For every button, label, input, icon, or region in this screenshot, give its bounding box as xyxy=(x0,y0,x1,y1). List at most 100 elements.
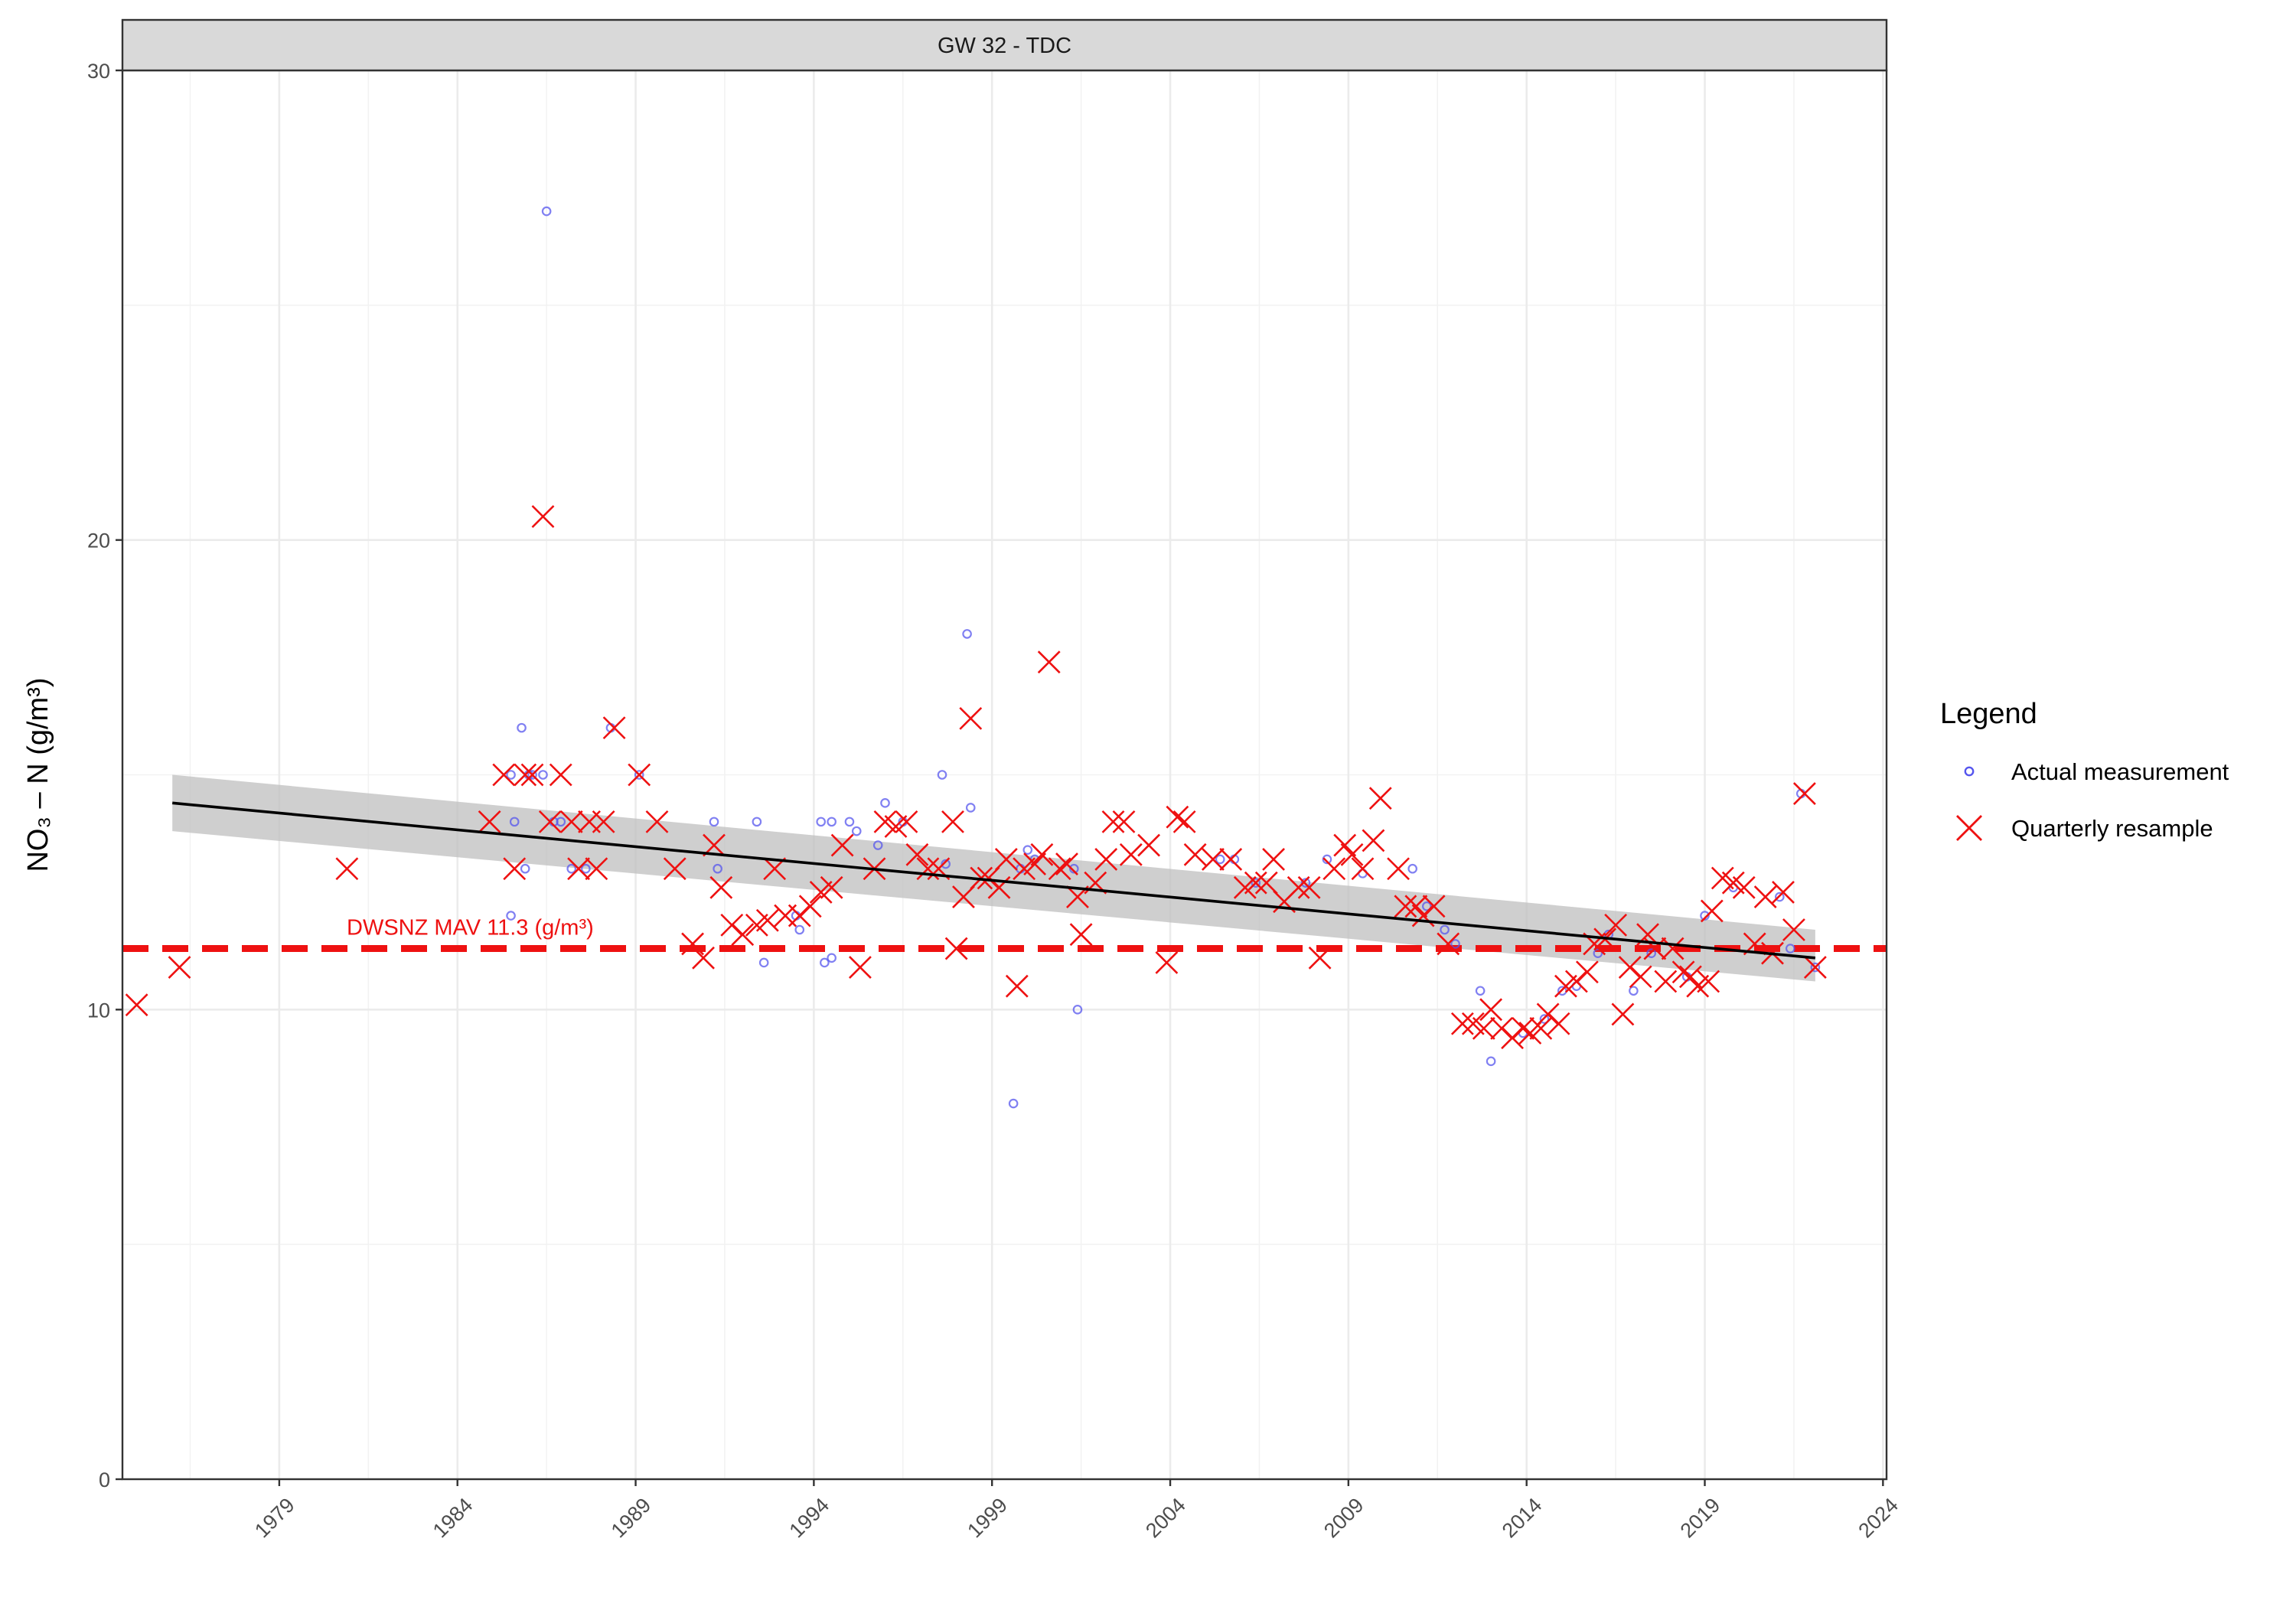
trend-line xyxy=(172,801,1816,960)
resample-point xyxy=(994,848,1018,871)
resample-cross-stroke xyxy=(1069,923,1093,947)
resample-point xyxy=(755,908,779,932)
resample-cross-stroke xyxy=(905,843,929,866)
measurement-point xyxy=(1475,986,1486,996)
resample-point xyxy=(1368,787,1392,810)
measurement-point xyxy=(520,863,530,874)
resample-point xyxy=(1512,1016,1534,1040)
resample-cross-stroke xyxy=(1792,782,1816,805)
resample-cross-stroke xyxy=(645,810,669,833)
resample-cross-stroke xyxy=(1604,913,1628,937)
resample-point xyxy=(941,810,964,833)
resample-point xyxy=(1287,875,1310,899)
resample-cross-stroke xyxy=(1183,843,1207,866)
resample-point xyxy=(1803,956,1827,980)
resample-point xyxy=(1792,782,1816,805)
resample-point xyxy=(1262,848,1285,871)
resample-cross-stroke xyxy=(1575,960,1599,984)
measurement-point xyxy=(965,803,976,813)
legend-label-resample: Quarterly resample xyxy=(2011,815,2213,842)
measurement-point xyxy=(1008,1098,1019,1109)
measurement-point xyxy=(752,817,762,827)
resample-point xyxy=(520,763,544,787)
resample-cross-stroke xyxy=(1753,885,1777,908)
resample-cross-stroke xyxy=(1404,895,1428,918)
resample-cross-stroke xyxy=(1322,857,1346,881)
resample-cross-stroke xyxy=(1629,965,1652,989)
resample-cross-stroke xyxy=(1308,946,1332,970)
panel-title: GW 32 - TDC xyxy=(938,34,1071,58)
legend-item-resample: Quarterly resample xyxy=(1956,815,2213,842)
resample-cross-stroke xyxy=(1700,899,1724,923)
resample-point xyxy=(585,857,608,881)
resample-cross-stroke xyxy=(125,993,148,1017)
measurement-point xyxy=(709,817,719,827)
measurement-point xyxy=(1022,845,1033,855)
resample-cross-stroke xyxy=(549,763,572,787)
resample-point xyxy=(1654,970,1678,993)
resample-cross-stroke xyxy=(1512,1016,1534,1040)
resample-cross-stroke xyxy=(1201,848,1225,871)
resample-cross-stroke xyxy=(1048,857,1071,881)
resample-point xyxy=(1450,1012,1474,1035)
resample-cross-stroke xyxy=(503,857,527,881)
resample-point xyxy=(905,843,929,866)
resample-point xyxy=(1529,1016,1553,1040)
resample-point xyxy=(1611,1002,1635,1026)
resample-cross-stroke xyxy=(1661,937,1684,960)
resample-cross-stroke xyxy=(1112,810,1136,833)
measurement-point xyxy=(827,817,837,827)
resample-cross-stroke xyxy=(952,885,975,908)
resample-point xyxy=(1201,848,1225,871)
panel-strip-background xyxy=(121,18,1888,72)
resample-cross-stroke xyxy=(1351,857,1375,881)
resample-cross-stroke xyxy=(1219,848,1243,871)
resample-point xyxy=(959,706,983,730)
resample-point xyxy=(848,956,872,980)
resample-cross-stroke xyxy=(709,875,733,899)
resample-cross-stroke xyxy=(895,810,918,833)
resample-point xyxy=(731,923,755,947)
measurement-point xyxy=(506,770,516,780)
resample-cross-stroke xyxy=(1772,880,1795,904)
measurement-point xyxy=(758,957,769,968)
resample-cross-stroke xyxy=(1654,970,1678,993)
measurement-point xyxy=(1422,901,1432,911)
resample-cross-stroke xyxy=(514,763,537,787)
trend-line-segment xyxy=(172,801,1816,960)
resample-point xyxy=(628,763,651,787)
resample-point xyxy=(1394,895,1417,918)
resample-cross-stroke xyxy=(1287,875,1310,899)
resample-point xyxy=(1661,937,1684,960)
y-tick-label: 0 xyxy=(99,1468,110,1491)
resample-point xyxy=(1155,951,1179,974)
resample-point xyxy=(645,810,669,833)
measurement-point xyxy=(556,817,566,827)
resample-point xyxy=(1166,805,1189,829)
resample-cross-stroke xyxy=(830,833,854,857)
x-tick-label: 2004 xyxy=(1141,1494,1190,1543)
resample-cross-stroke xyxy=(585,857,608,881)
resample-cross-stroke xyxy=(1732,875,1756,899)
resample-point xyxy=(1055,852,1078,876)
y-tick-label: 10 xyxy=(87,999,110,1022)
confidence-band xyxy=(172,774,1815,982)
legend-item-actual: Actual measurement xyxy=(1964,758,2229,785)
resample-cross-stroke xyxy=(1005,974,1029,998)
resample-point xyxy=(549,763,572,787)
resample-cross-stroke xyxy=(531,505,555,528)
resample-cross-stroke xyxy=(663,857,687,881)
resample-cross-stroke xyxy=(1643,937,1667,960)
resample-cross-stroke xyxy=(1172,810,1196,833)
resample-cross-stroke xyxy=(1803,956,1827,980)
resample-cross-stroke xyxy=(820,875,843,899)
measurement-point xyxy=(1785,944,1795,953)
resample-point xyxy=(798,895,822,918)
resample-cross-stroke xyxy=(1479,998,1503,1022)
resample-cross-stroke xyxy=(1101,810,1125,833)
measurement-point xyxy=(816,817,826,827)
resample-point xyxy=(1037,650,1061,674)
legend: Legend Actual measurement Quarterly resa… xyxy=(1940,698,2229,842)
resample-point xyxy=(478,810,501,833)
resample-point xyxy=(602,716,626,740)
